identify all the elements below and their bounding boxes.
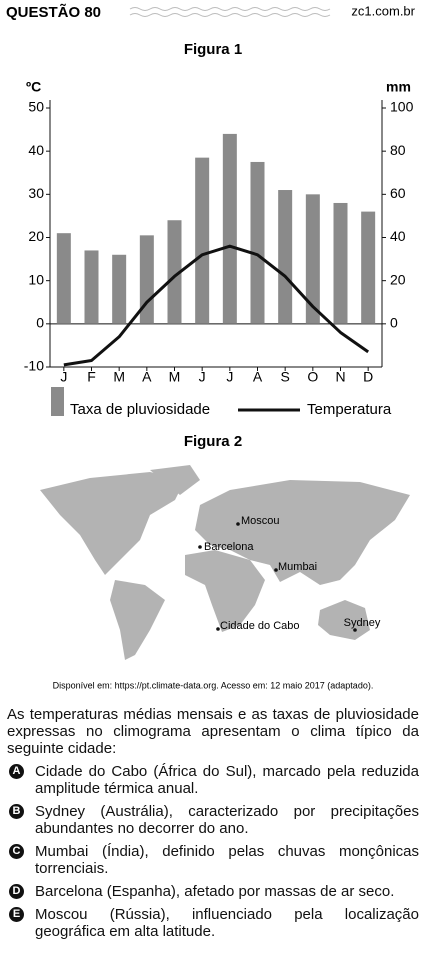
bar <box>278 190 293 324</box>
legend-label: Taxa de pluviosidade <box>70 401 210 418</box>
world-map <box>40 465 410 660</box>
y-tick-label: 10 <box>28 271 44 287</box>
bar <box>139 235 154 324</box>
bar <box>305 194 320 324</box>
y-tick-label: 30 <box>28 185 44 201</box>
x-tick-label: O <box>307 369 318 385</box>
x-tick-label: S <box>280 369 289 385</box>
line <box>63 244 370 367</box>
y-tick-label: 0 <box>36 315 44 331</box>
y2-tick-label: 0 <box>390 315 398 331</box>
site: zc1.com.br <box>351 3 415 18</box>
city-dot <box>216 627 220 631</box>
x-tick-label: M <box>169 369 181 385</box>
y-tick-label: 20 <box>28 228 44 244</box>
city-dot <box>274 568 278 572</box>
x-tick-label: D <box>363 369 373 385</box>
y-axis-label: ºC <box>26 79 41 95</box>
option-letter: A <box>9 764 24 779</box>
x-tick-label: N <box>335 369 345 385</box>
bar <box>222 133 237 324</box>
y-tick-label: 50 <box>28 99 44 115</box>
legend-swatch <box>51 387 64 416</box>
x-tick-label: J <box>226 369 233 385</box>
bar <box>84 250 99 324</box>
wave-decoration <box>129 7 331 17</box>
question: As temperaturas médias mensais e as taxa… <box>7 706 419 940</box>
option[interactable]: D Barcelona (Espanha), afetado por massas… <box>7 883 419 900</box>
x-tick-label: M <box>113 369 125 385</box>
y2-tick-label: 40 <box>390 228 406 244</box>
x-tick-label: F <box>87 369 96 385</box>
x-tick-label: J <box>199 369 206 385</box>
y2-axis-label: mm <box>386 79 411 95</box>
figure-title: Figura 2 <box>184 433 242 450</box>
bar <box>195 157 210 324</box>
option-letter: E <box>9 907 24 922</box>
figures: QUESTÃO 80 zc1.com.br Figura 1 ºC mm Fig… <box>6 3 416 690</box>
y2-tick-label: 100 <box>390 99 414 115</box>
option-text: Moscou (Rússia), influenciado pela local… <box>35 906 419 940</box>
option-letter: C <box>9 844 24 859</box>
city-dot <box>198 545 202 549</box>
city-label: Sydney <box>344 617 381 629</box>
city-label: Mumbai <box>278 561 317 573</box>
y2-tick-label: 60 <box>390 185 406 201</box>
city-dot <box>236 522 240 526</box>
figure-title: Figura 1 <box>184 41 242 58</box>
x-tick-label: A <box>142 369 152 385</box>
option-text: Barcelona (Espanha), afetado por massas … <box>35 883 395 900</box>
option-letter: B <box>9 804 24 819</box>
city-label: Cidade do Cabo <box>220 620 300 632</box>
city-label: Moscou <box>241 515 280 527</box>
bar <box>333 202 348 324</box>
option[interactable]: B Sydney (Austrália), caracterizado por p… <box>7 803 419 837</box>
question-number: QUESTÃO 80 <box>6 3 101 21</box>
source: Disponível em: https://pt.climate-data.o… <box>53 680 374 690</box>
city-dot <box>353 628 357 632</box>
options: A Cidade do Cabo (África do Sul), marcado… <box>7 763 419 940</box>
legend-label: Temperatura <box>307 401 392 418</box>
option[interactable]: E Moscou (Rússia), influenciado pela loca… <box>7 906 419 940</box>
option-text: Cidade do Cabo (África do Sul), marcado … <box>35 763 419 797</box>
y2-tick-label: 20 <box>390 271 406 287</box>
bar <box>56 233 71 324</box>
option[interactable]: A Cidade do Cabo (África do Sul), marcado… <box>7 763 419 797</box>
y2-tick-label: 80 <box>390 142 406 158</box>
option-letter: D <box>9 884 24 899</box>
y-tick-label: 40 <box>28 142 44 158</box>
bar <box>167 220 182 324</box>
bar <box>361 211 376 324</box>
question-text: As temperaturas médias mensais e as taxa… <box>7 706 419 757</box>
option-text: Sydney (Austrália), caracterizado por pr… <box>35 803 419 837</box>
x-tick-label: J <box>60 369 67 385</box>
y-tick-label: -10 <box>24 358 44 374</box>
option[interactable]: C Mumbai (Índia), definido pelas chuvas m… <box>7 843 419 877</box>
bar <box>112 254 127 324</box>
bar <box>250 161 265 324</box>
option-text: Mumbai (Índia), definido pelas chuvas mo… <box>35 843 419 877</box>
city-label: Barcelona <box>204 541 254 553</box>
x-tick-label: A <box>253 369 263 385</box>
